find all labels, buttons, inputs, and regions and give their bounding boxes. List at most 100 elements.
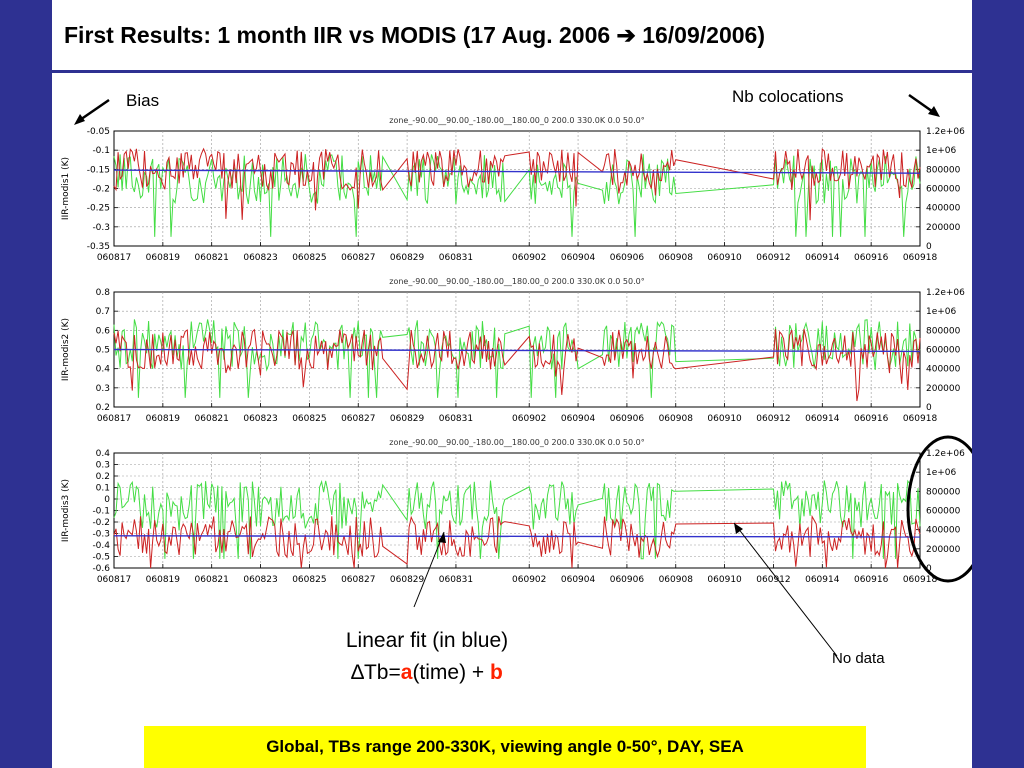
y-axis-label: IIR-modis2 (K)	[61, 318, 71, 381]
y2-tick-label: 800000	[926, 165, 961, 175]
y-tick-label: 0.3	[96, 384, 110, 394]
highlight-ellipse	[906, 435, 972, 583]
y2-tick-label: 600000	[926, 185, 961, 195]
y2-tick-label: 0	[926, 242, 932, 252]
y-tick-label: -0.1	[92, 146, 110, 156]
y2-tick-label: 1.2e+06	[926, 127, 965, 137]
x-tick-label: 060910	[707, 575, 742, 585]
x-tick-label: 060906	[610, 575, 645, 585]
x-tick-label: 060918	[903, 414, 938, 424]
panel-title: zone_-90.00__90.00_-180.00__180.00_0 200…	[389, 438, 645, 447]
x-tick-label: 060829	[390, 575, 425, 585]
x-tick-label: 060817	[97, 414, 131, 424]
y2-tick-label: 400000	[926, 365, 961, 375]
no-data-label: No data	[832, 650, 885, 667]
x-tick-label: 060823	[243, 414, 277, 424]
y2-tick-label: 1.2e+06	[926, 288, 965, 298]
fit-pointer-head	[438, 532, 446, 543]
y2-tick-label: 1e+06	[926, 307, 957, 317]
y-tick-label: -0.35	[87, 242, 110, 252]
x-tick-label: 060910	[707, 253, 742, 263]
x-tick-label: 060821	[195, 414, 229, 424]
y-tick-label: 0.5	[96, 346, 110, 356]
y-axis-label: IIR-modis1 (K)	[61, 157, 71, 220]
bias-series	[113, 514, 921, 569]
x-tick-label: 060908	[659, 414, 694, 424]
x-tick-label: 060902	[512, 253, 546, 263]
x-tick-label: 060910	[707, 414, 742, 424]
x-tick-label: 060904	[561, 414, 596, 424]
equation-delta: ∆Tb=	[351, 661, 401, 684]
equation-a: a	[400, 661, 413, 684]
x-tick-label: 060827	[341, 253, 375, 263]
y2-tick-label: 800000	[926, 487, 961, 497]
x-tick-label: 060902	[512, 575, 546, 585]
y2-tick-label: 600000	[926, 507, 961, 517]
y2-tick-label: 1e+06	[926, 468, 957, 478]
y2-tick-label: 0	[926, 403, 932, 413]
bias-series	[113, 328, 921, 402]
x-tick-label: 060829	[390, 253, 425, 263]
x-tick-label: 060914	[805, 253, 840, 263]
x-tick-label: 060914	[805, 575, 840, 585]
linear-fit-line	[113, 348, 921, 353]
fit-pointer-line	[413, 531, 445, 608]
x-tick-label: 060831	[439, 414, 473, 424]
x-tick-label: 060823	[243, 253, 277, 263]
y-tick-label: 0.4	[96, 449, 111, 459]
y-tick-label: -0.2	[92, 518, 110, 528]
x-tick-label: 060902	[512, 414, 546, 424]
x-tick-label: 060817	[97, 575, 131, 585]
y2-tick-label: 400000	[926, 204, 961, 214]
x-tick-label: 060918	[903, 575, 938, 585]
y2-tick-label: 1.2e+06	[926, 449, 965, 459]
nb-arrow-head	[928, 106, 940, 117]
x-tick-label: 060817	[97, 253, 131, 263]
y2-tick-label: 400000	[926, 526, 961, 536]
x-tick-label: 060904	[561, 253, 596, 263]
x-tick-label: 060908	[659, 575, 694, 585]
nb-colocations-label: Nb colocations	[732, 87, 844, 106]
y2-tick-label: 200000	[926, 223, 961, 233]
y-tick-label: 0.4	[96, 365, 111, 375]
y-tick-label: -0.3	[92, 530, 110, 540]
y2-tick-label: 1e+06	[926, 146, 957, 156]
y-tick-label: 0.7	[96, 307, 110, 317]
x-tick-label: 060825	[292, 575, 326, 585]
x-tick-label: 060823	[243, 575, 277, 585]
x-tick-label: 060829	[390, 414, 425, 424]
x-tick-label: 060819	[146, 414, 181, 424]
linear-fit-line	[113, 535, 921, 538]
x-tick-label: 060916	[854, 575, 889, 585]
linear-fit-equation: ∆Tb=a(time) + b	[282, 657, 572, 689]
y-tick-label: -0.1	[92, 507, 110, 517]
nodata-pointer-head	[734, 523, 743, 534]
x-tick-label: 060906	[610, 253, 645, 263]
x-tick-label: 060906	[610, 414, 645, 424]
y-tick-label: -0.4	[92, 541, 110, 551]
x-tick-label: 060819	[146, 253, 181, 263]
y-tick-label: -0.25	[87, 204, 110, 214]
x-tick-label: 060831	[439, 253, 473, 263]
y-tick-label: -0.2	[92, 185, 110, 195]
x-tick-label: 060825	[292, 414, 326, 424]
x-tick-label: 060908	[659, 253, 694, 263]
x-tick-label: 060825	[292, 253, 326, 263]
linear-fit-line	[113, 169, 921, 174]
plots-canvas: zone_-90.00__90.00_-180.00__180.00_0 200…	[61, 93, 972, 657]
x-tick-label: 060916	[854, 253, 889, 263]
x-tick-label: 060918	[903, 253, 938, 263]
y2-tick-label: 200000	[926, 384, 961, 394]
x-tick-label: 060904	[561, 575, 596, 585]
y-tick-label: -0.6	[92, 564, 110, 574]
y2-tick-label: 0	[926, 564, 932, 574]
x-tick-label: 060912	[756, 414, 790, 424]
bias-arrow-head	[74, 114, 85, 125]
y-tick-label: -0.15	[87, 165, 110, 175]
y-tick-label: -0.3	[92, 223, 110, 233]
x-tick-label: 060912	[756, 575, 790, 585]
x-tick-label: 060831	[439, 575, 473, 585]
linear-fit-annotation: Linear fit (in blue) ∆Tb=a(time) + b	[282, 625, 572, 689]
footer-text: Global, TBs range 200-330K, viewing angl…	[266, 737, 744, 756]
slide-body: zone_-90.00__90.00_-180.00__180.00_0 200…	[52, 73, 972, 768]
